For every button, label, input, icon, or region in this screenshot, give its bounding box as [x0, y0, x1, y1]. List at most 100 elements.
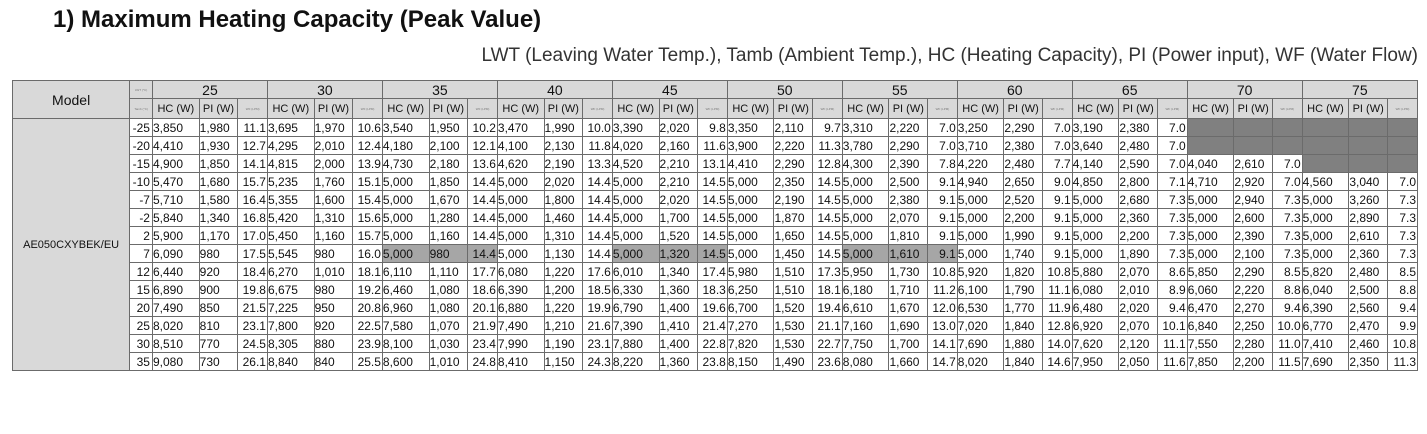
pi-cell: 2,120	[1118, 334, 1159, 353]
pi-cell: 1,360	[658, 280, 699, 299]
hc-cell: 5,000	[381, 244, 430, 263]
wf-cell: 14.4	[467, 190, 498, 209]
wf-cell: 9.4	[1272, 298, 1303, 317]
wf-cell: 23.9	[352, 334, 383, 353]
pi-cell: 1,930	[198, 136, 239, 155]
hc-cell: 3,900	[726, 136, 775, 155]
hc-cell-unavailable	[1186, 118, 1235, 137]
pi-cell: 1,600	[313, 190, 354, 209]
hc-cell: 5,420	[266, 208, 315, 227]
tamb-cell: 30	[129, 334, 153, 353]
pi-cell: 2,210	[658, 172, 699, 191]
pi-cell: 2,020	[658, 190, 699, 209]
wf-cell: 18.3	[697, 280, 728, 299]
pi-cell: 1,790	[1003, 280, 1044, 299]
wf-cell: 9.4	[1387, 298, 1418, 317]
wf-cell: 19.4	[812, 298, 843, 317]
wf-cell: 7.0	[927, 118, 958, 137]
wf-cell: 14.4	[467, 244, 498, 263]
wf-cell: 21.5	[237, 298, 268, 317]
wf-cell: 13.3	[582, 154, 613, 173]
pi-cell: 2,070	[1118, 316, 1159, 335]
wf-cell: 17.4	[697, 262, 728, 281]
pi-cell: 1,770	[1003, 298, 1044, 317]
hc-cell: 5,000	[726, 208, 775, 227]
lwt-column-header: 40	[496, 80, 613, 99]
hc-cell: 5,980	[726, 262, 775, 281]
hc-cell: 5,000	[611, 244, 660, 263]
pi-cell: 2,940	[1233, 190, 1274, 209]
pi-cell-unavailable	[1348, 118, 1389, 137]
wf-column-header: WF (LPM)	[1042, 98, 1073, 119]
tamb-cell: -2	[129, 208, 153, 227]
hc-cell: 4,220	[956, 154, 1005, 173]
hc-cell: 6,470	[1186, 298, 1235, 317]
hc-cell: 7,390	[611, 316, 660, 335]
wf-cell: 9.8	[697, 118, 728, 137]
wf-cell: 14.5	[812, 190, 843, 209]
hc-column-header: HC (W)	[1186, 98, 1235, 119]
pi-cell: 1,610	[888, 244, 929, 263]
pi-cell: 920	[313, 316, 354, 335]
hc-cell: 5,470	[151, 172, 200, 191]
pi-cell: 980	[428, 244, 469, 263]
pi-cell: 1,680	[198, 172, 239, 191]
hc-cell: 5,000	[611, 172, 660, 191]
wf-cell: 15.1	[352, 172, 383, 191]
hc-cell: 5,850	[1186, 262, 1235, 281]
wf-cell: 7.3	[1157, 244, 1188, 263]
wf-cell: 23.4	[467, 334, 498, 353]
wf-cell: 13.6	[467, 154, 498, 173]
hc-cell: 7,800	[266, 316, 315, 335]
tamb-cell: 12	[129, 262, 153, 281]
hc-cell: 4,620	[496, 154, 545, 173]
pi-cell: 730	[198, 352, 239, 371]
hc-cell: 5,000	[496, 190, 545, 209]
pi-cell: 1,360	[658, 352, 699, 371]
pi-cell: 2,020	[1118, 298, 1159, 317]
pi-cell: 1,810	[888, 226, 929, 245]
wf-cell: 25.5	[352, 352, 383, 371]
pi-cell: 2,070	[888, 208, 929, 227]
hc-cell: 5,000	[496, 172, 545, 191]
pi-cell: 2,480	[1348, 262, 1389, 281]
wf-cell: 7.0	[1157, 154, 1188, 173]
hc-cell: 7,690	[956, 334, 1005, 353]
pi-cell: 840	[313, 352, 354, 371]
pi-cell: 2,360	[1348, 244, 1389, 263]
pi-cell: 1,660	[888, 352, 929, 371]
wf-cell: 11.1	[1042, 280, 1073, 299]
hc-cell: 4,940	[956, 172, 1005, 191]
pi-cell: 2,390	[1233, 226, 1274, 245]
wf-column-header: WF (LPM)	[582, 98, 613, 119]
table-row: -2 5,840 1,340 16.8 5,420 1,310 15.6 5,000 1,280…	[13, 208, 1418, 227]
pi-cell: 1,400	[658, 298, 699, 317]
pi-cell: 2,190	[773, 190, 814, 209]
wf-cell: 19.8	[237, 280, 268, 299]
wf-cell: 7.3	[1272, 244, 1303, 263]
hc-cell: 7,690	[1301, 352, 1350, 371]
wf-column-header: WF (LPM)	[237, 98, 268, 119]
hc-column-header: HC (W)	[841, 98, 890, 119]
pi-cell: 1,400	[658, 334, 699, 353]
pi-cell: 2,520	[1003, 190, 1044, 209]
pi-cell: 980	[313, 280, 354, 299]
hc-column-header: HC (W)	[266, 98, 315, 119]
hc-cell: 5,000	[726, 172, 775, 191]
pi-cell: 1,820	[1003, 262, 1044, 281]
tamb-cell: 20	[129, 298, 153, 317]
pi-column-header: PI (W)	[1118, 98, 1159, 119]
wf-cell: 14.5	[697, 172, 728, 191]
pi-column-header: PI (W)	[198, 98, 239, 119]
wf-cell: 14.1	[237, 154, 268, 173]
hc-cell: 6,010	[611, 262, 660, 281]
wf-cell: 7.3	[1387, 244, 1418, 263]
wf-cell: 7.0	[1272, 172, 1303, 191]
wf-cell: 9.1	[1042, 208, 1073, 227]
wf-cell: 18.1	[352, 262, 383, 281]
wf-cell: 11.9	[1042, 298, 1073, 317]
pi-cell: 1,220	[543, 262, 584, 281]
pi-cell: 1,080	[428, 298, 469, 317]
wf-cell: 19.9	[582, 298, 613, 317]
pi-cell: 2,020	[543, 172, 584, 191]
